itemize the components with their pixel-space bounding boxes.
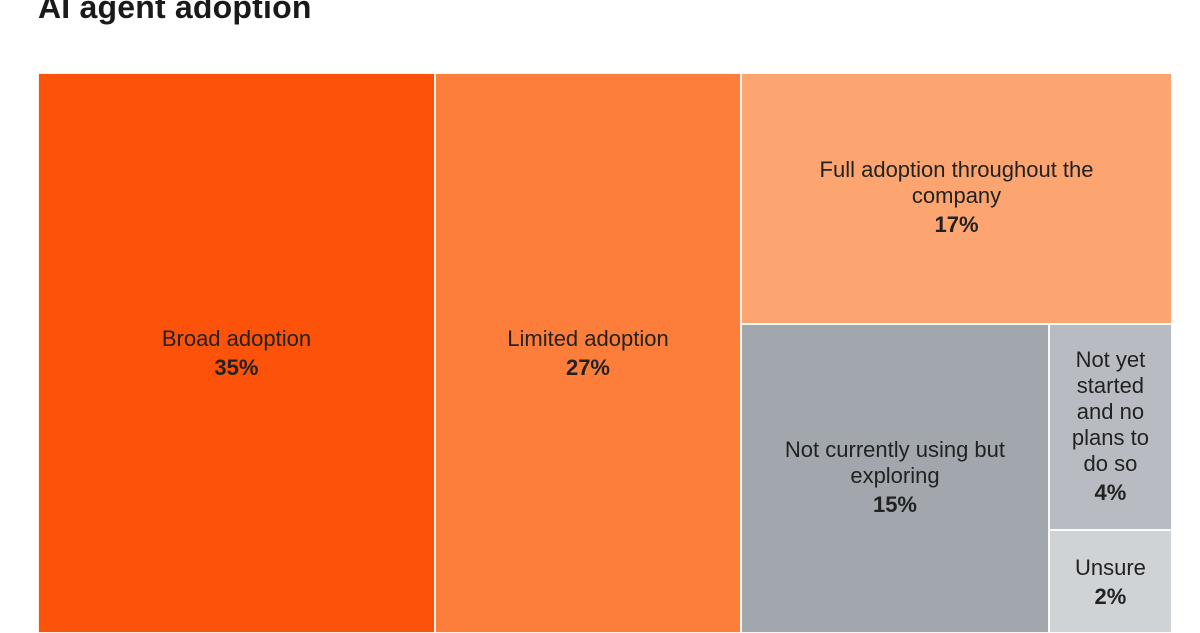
tile-value: 35% [214,355,259,380]
tile-broad-adoption: Broad adoption 35% [38,73,435,633]
tile-value: 4% [1094,479,1127,505]
tile-label: Broad adoption [161,326,312,351]
tile-limited-adoption: Limited adoption 27% [434,73,742,633]
treemap-chart: Broad adoption 35% Limited adoption 27% … [38,73,1172,633]
chart-title: AI agent adoption [38,0,312,25]
tile-label: Not currently using but exploring [784,437,1006,489]
tile-label: Unsure [1074,554,1146,580]
tile-exploring: Not currently using but exploring 15% [741,323,1049,633]
tile-full-adoption: Full adoption throughout the company 17% [741,73,1172,324]
tile-label: Full adoption throughout the company [819,157,1094,209]
tile-value: 2% [1094,583,1127,609]
tile-value: 27% [565,355,610,380]
tile-not-started: Not yet started and no plans to do so 4% [1048,323,1172,530]
tile-value: 17% [934,212,979,238]
tile-label: Limited adoption [507,326,669,351]
tile-label: Not yet started and no plans to do so [1071,346,1149,476]
tile-value: 15% [872,492,917,518]
tile-unsure: Unsure 2% [1048,529,1172,633]
